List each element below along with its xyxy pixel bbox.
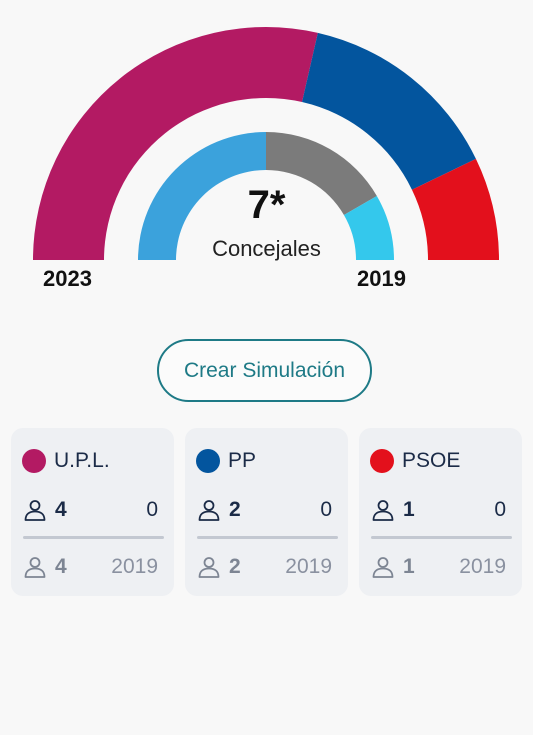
party-header: U.P.L. [22,449,110,473]
person-icon [372,500,394,521]
create-simulation-button[interactable]: Crear Simulación [157,339,372,402]
outer-arc-2023 [33,26,499,261]
current-seats-row: 1 0 [371,496,506,524]
outer-arc-segment [411,158,499,260]
previous-seats-row: 4 2019 [23,553,158,581]
party-name: PP [228,449,257,472]
outer-arc-segment [33,26,318,261]
previous-seats-value: 4 [55,555,67,578]
party-card[interactable]: PP 2 0 2 2019 [185,428,348,596]
party-color-dot [22,449,46,473]
party-header: PP [196,449,256,473]
divider [23,536,164,539]
previous-year: 2019 [459,555,506,578]
divider [371,536,512,539]
total-seats: 7* [247,183,286,227]
previous-seats-row: 2 2019 [197,553,332,581]
seat-difference: 0 [146,498,158,521]
seat-difference: 0 [320,498,332,521]
current-seats-value: 4 [55,498,67,521]
current-seats-value: 1 [403,498,415,521]
party-card[interactable]: U.P.L. 4 0 4 2019 [11,428,174,596]
divider [197,536,338,539]
current-seats-value: 2 [229,498,241,521]
seat-difference: 0 [494,498,506,521]
inner-arc-segment [343,196,394,260]
seat-gauge [33,26,499,261]
person-icon [198,557,220,578]
previous-year-label: 2019 [357,266,406,291]
outer-arc-segment [302,32,476,190]
party-header: PSOE [370,449,460,473]
inner-arc-segment [266,132,377,215]
party-name: U.P.L. [54,449,110,472]
person-icon [24,557,46,578]
party-color-dot [196,449,220,473]
person-icon [198,500,220,521]
party-color-dot [370,449,394,473]
previous-seats-row: 1 2019 [371,553,506,581]
previous-seats-value: 1 [403,555,415,578]
party-card[interactable]: PSOE 1 0 1 2019 [359,428,522,596]
seats-caption: Concejales [212,236,321,261]
current-seats-row: 2 0 [197,496,332,524]
previous-year: 2019 [285,555,332,578]
previous-seats-value: 2 [229,555,241,578]
inner-arc-2019 [138,132,394,260]
current-year-label: 2023 [43,266,92,291]
person-icon [24,500,46,521]
current-seats-row: 4 0 [23,496,158,524]
previous-year: 2019 [111,555,158,578]
inner-arc-segment [138,132,266,260]
party-cards: U.P.L. 4 0 4 2019 PP 2 0 [11,428,522,596]
person-icon [372,557,394,578]
party-name: PSOE [402,449,461,472]
